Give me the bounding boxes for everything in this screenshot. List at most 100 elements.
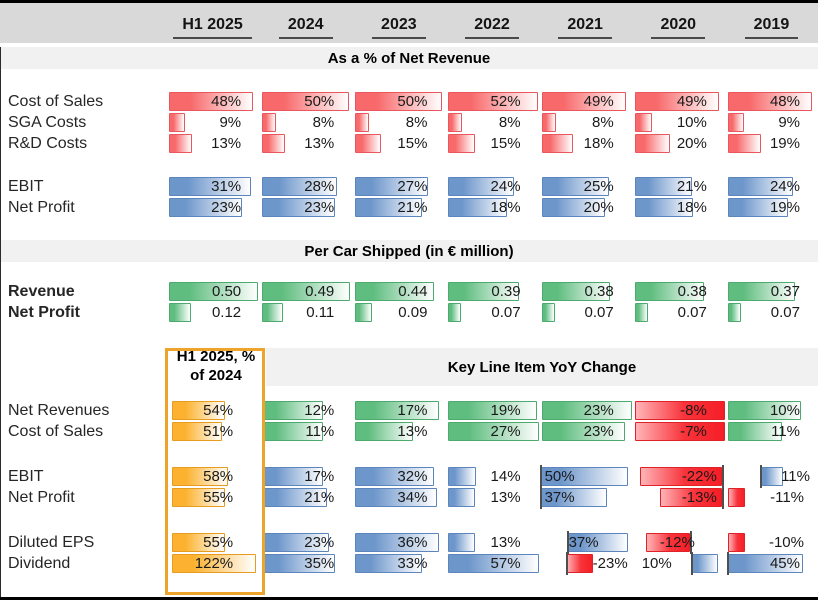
highlight-header-line1: H1 2025, %	[176, 348, 256, 366]
data-cell: 0.07	[539, 302, 632, 323]
data-cell: 35%	[259, 553, 352, 574]
orange-data-bar	[172, 554, 256, 573]
data-cell: -23%	[539, 552, 632, 575]
cell-value: 8%	[405, 114, 428, 131]
green-data-bar	[355, 303, 373, 322]
blue-data-bar	[355, 177, 428, 196]
green-data-bar	[262, 303, 283, 322]
cell-value: 10%	[676, 114, 707, 131]
section-title-per-car-shipped: Per Car Shipped (in € million)	[0, 240, 818, 262]
data-cell: 18%	[539, 133, 632, 154]
section-title-text: Key Line Item YoY Change	[447, 358, 637, 376]
red-data-bar	[169, 92, 253, 111]
data-cell: 57%	[445, 553, 539, 574]
data-cell: 0.11	[259, 302, 352, 323]
negred-data-bar	[640, 467, 723, 486]
label-column-spacer	[0, 3, 166, 43]
data-cell: 23%	[539, 421, 632, 442]
data-cell: 8%	[445, 112, 538, 133]
section-title-text: Per Car Shipped (in € million)	[304, 242, 514, 260]
data-cell: 51%	[166, 421, 259, 442]
data-cell: 23%	[259, 532, 352, 553]
data-cell: 31%	[166, 176, 259, 197]
blue-data-bar	[727, 198, 789, 217]
data-cell: 8%	[259, 112, 352, 133]
blue-data-bar	[448, 488, 475, 507]
data-cell: 32%	[352, 466, 445, 487]
red-data-bar	[169, 134, 193, 153]
cell-value: -22%	[681, 468, 717, 485]
cell-value: 8%	[498, 114, 521, 131]
cell-value: 28%	[304, 178, 335, 195]
cell-value: 0.07	[491, 304, 521, 321]
data-cell: 19%	[725, 133, 818, 154]
bar-axis-line	[722, 465, 725, 488]
data-cell: 0.49	[259, 281, 352, 302]
row-label: Cost of Sales	[8, 422, 104, 440]
blue-data-bar	[448, 533, 475, 552]
cell-value: 0.09	[398, 304, 428, 321]
blue-data-bar	[691, 554, 719, 573]
data-cell: 34%	[352, 487, 445, 508]
column-header-2020: 2020	[632, 3, 725, 43]
blue-data-bar	[727, 177, 794, 196]
table-row: R&D Costs 13% 13% 15% 15% 18% 20% 19%	[0, 133, 818, 154]
data-cell: 50%	[539, 465, 632, 488]
cell-value: 34%	[397, 489, 428, 506]
cell-value: 52%	[490, 93, 521, 110]
data-cell: 13%	[166, 133, 259, 154]
green-data-bar	[262, 282, 350, 301]
cell-value: 17%	[304, 468, 335, 485]
cell-value: 35%	[304, 555, 335, 572]
data-cell: 49%	[539, 91, 632, 112]
cell-value: 49%	[583, 93, 614, 110]
data-cell: 15%	[445, 133, 538, 154]
data-cell: 21%	[632, 176, 725, 197]
cell-value: 0.39	[491, 283, 521, 300]
data-cell: 24%	[445, 176, 538, 197]
data-cell: -8%	[632, 400, 726, 421]
row-label: R&D Costs	[8, 134, 88, 152]
cell-value: 10%	[769, 402, 800, 419]
column-header-label: 2024	[278, 14, 333, 39]
data-cell: 0.07	[632, 302, 725, 323]
data-cell: 37%	[539, 486, 632, 509]
orange-data-bar	[172, 467, 228, 486]
data-cell: 0.09	[352, 302, 445, 323]
blue-data-bar	[541, 198, 605, 217]
data-cell: 10%	[725, 400, 818, 421]
bar-axis-line	[566, 531, 569, 554]
red-data-bar	[355, 113, 370, 132]
cell-value: 0.12	[211, 304, 242, 321]
green-data-bar	[448, 282, 520, 301]
cell-value: 0.07	[770, 304, 800, 321]
data-cell: 23%	[259, 197, 352, 218]
table-row: EBIT 31% 28% 27% 24% 25% 21% 24%	[0, 176, 818, 197]
row-group: Net Revenues 54% 12% 17% 19% 23% -8% 10% Cost of…	[0, 400, 818, 442]
year-header-row: H1 2025 2024 2023 2022 2021 2020 2019	[0, 3, 818, 43]
cell-value: 9%	[219, 114, 242, 131]
orange-data-bar	[172, 488, 226, 507]
cell-value: 0.07	[677, 304, 707, 321]
row-label: Diluted EPS	[8, 533, 95, 551]
cell-value: 13%	[397, 423, 428, 440]
table-row: Diluted EPS 55% 23% 36% 13% 37% -12% -10%	[0, 531, 818, 554]
table-row: Dividend 122% 35% 33% 57% -23% 10% 45%	[0, 552, 818, 575]
highlight-header-line2: of 2024	[190, 367, 242, 384]
row-label: Net Revenues	[8, 401, 110, 419]
section-yoy-change: Net Revenues 54% 12% 17% 19% 23% -8% 10% Cost of…	[0, 400, 818, 575]
data-cell: 58%	[166, 466, 259, 487]
column-header-label: 2023	[372, 14, 426, 39]
cell-value: 25%	[583, 178, 614, 195]
data-cell: 0.38	[539, 281, 632, 302]
data-cell: 0.12	[166, 302, 259, 323]
cell-value: 19%	[769, 135, 800, 152]
data-cell: 25%	[539, 176, 632, 197]
cell-value: 15%	[490, 135, 521, 152]
h1-2025-pct-of-2024-header: H1 2025, % of 2024	[166, 348, 266, 386]
data-cell: -10%	[725, 532, 818, 553]
row-label: Cost of Sales	[8, 92, 104, 110]
cell-value: 18%	[676, 199, 707, 216]
data-cell: 27%	[352, 176, 445, 197]
bar-axis-line	[722, 486, 725, 509]
